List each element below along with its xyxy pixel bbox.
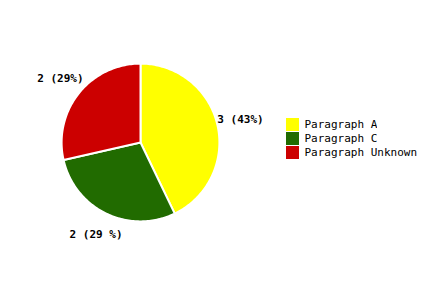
html-text:Paragraph Unknown: Paragraph Unknown [304,146,418,160]
html-text:Paragraph C: Paragraph C [304,132,378,146]
html-text:Paragraph A: Paragraph A [304,118,378,132]
svg-text:2 (29%): 2 (29%) [37,72,83,85]
svg-text:2 (29 %): 2 (29 %) [70,228,123,241]
svg-text:3 (43%): 3 (43%) [217,113,263,126]
